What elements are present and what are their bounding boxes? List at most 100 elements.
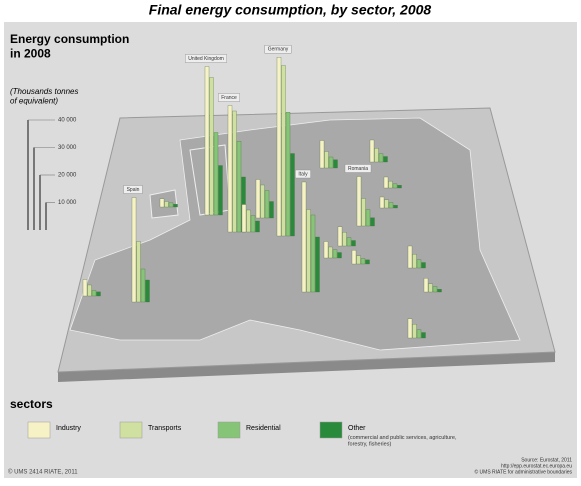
bar [204,66,210,216]
bar [145,279,150,303]
bar [173,204,178,208]
bar [337,252,342,259]
bar [407,318,413,339]
bar [285,112,291,237]
bar [136,241,141,303]
bar [140,268,146,303]
bar [416,259,422,269]
bar [388,202,394,209]
bar [255,179,261,219]
sector-label: Transports [148,425,182,432]
bar [397,185,402,189]
bar [421,262,426,269]
country-label-box [123,185,143,194]
scale-label: 20 000 [58,173,77,179]
bar [365,209,371,227]
bar [131,197,137,303]
bar [276,57,282,237]
sector-swatch [119,421,143,439]
legend-unit: (Thousands tonnes of equivalent) [10,87,79,106]
bar [369,139,375,163]
bar [361,198,366,227]
sector-label: Industry [56,425,81,432]
bar [218,165,223,216]
source: Source: Eurostat, 2011 [521,457,572,463]
sector-label: Other [348,425,366,432]
country-label-box [264,45,292,54]
bar [412,254,417,269]
bar [423,278,429,293]
scale-label: 40 000 [58,118,77,124]
bar [91,290,97,297]
source: © UMS RIATE for administrative boundarie… [474,468,572,475]
bar [332,249,338,259]
country-label-box [185,54,227,63]
country-label-box [344,164,372,173]
country-label: Italy [298,171,308,177]
country-label: Spain [127,187,140,193]
sectors-title: sectors [10,397,53,411]
bar [432,286,438,293]
bar [315,236,320,293]
bar [416,329,422,339]
bar [392,183,398,189]
bar [260,184,265,219]
bar [324,151,329,169]
bar [164,201,169,208]
bar [264,190,270,219]
scale-label: 30 000 [58,145,77,151]
sector-swatch [217,421,241,439]
bar [437,289,442,293]
bar [319,140,325,169]
sector-swatch [319,421,343,439]
bar [379,196,385,209]
bar [383,176,389,189]
bar [378,153,384,163]
country-label: Germany [268,47,289,53]
bar [388,180,393,189]
bar [281,65,286,237]
land [69,117,521,351]
bar [236,141,242,233]
bar [393,205,398,209]
bar [384,199,389,209]
bar [87,284,92,297]
bar [269,201,274,219]
bar [351,240,356,247]
bar [227,105,233,233]
bar [412,324,417,339]
country-label: France [221,95,237,101]
bar [360,258,366,265]
bar [342,232,347,247]
bar [346,237,352,247]
scale-label: 10 000 [58,200,77,206]
source: http://epp.eurostat.ec.europa.eu [501,463,572,469]
bar [351,250,357,265]
bar [82,279,88,297]
bar [213,132,219,216]
bar [96,291,101,297]
bar [290,153,295,237]
country-label-box [295,169,311,179]
bar [209,77,214,216]
bar [250,215,256,233]
bar [333,159,338,169]
bar [246,209,251,233]
bar [159,198,165,208]
plate-edge [58,352,555,382]
bar [356,176,362,227]
bar [407,245,413,269]
bar [356,255,361,265]
bar [241,204,247,233]
country-label: Romania [348,166,368,172]
sector-swatch [27,421,51,439]
sector-note: (commercial and public services, agricul… [348,435,457,448]
country-label-box [218,93,240,102]
bar [255,220,260,233]
bar [421,332,426,339]
bar [370,217,375,227]
bar [337,226,343,247]
bar [328,246,333,259]
bar [232,110,237,233]
